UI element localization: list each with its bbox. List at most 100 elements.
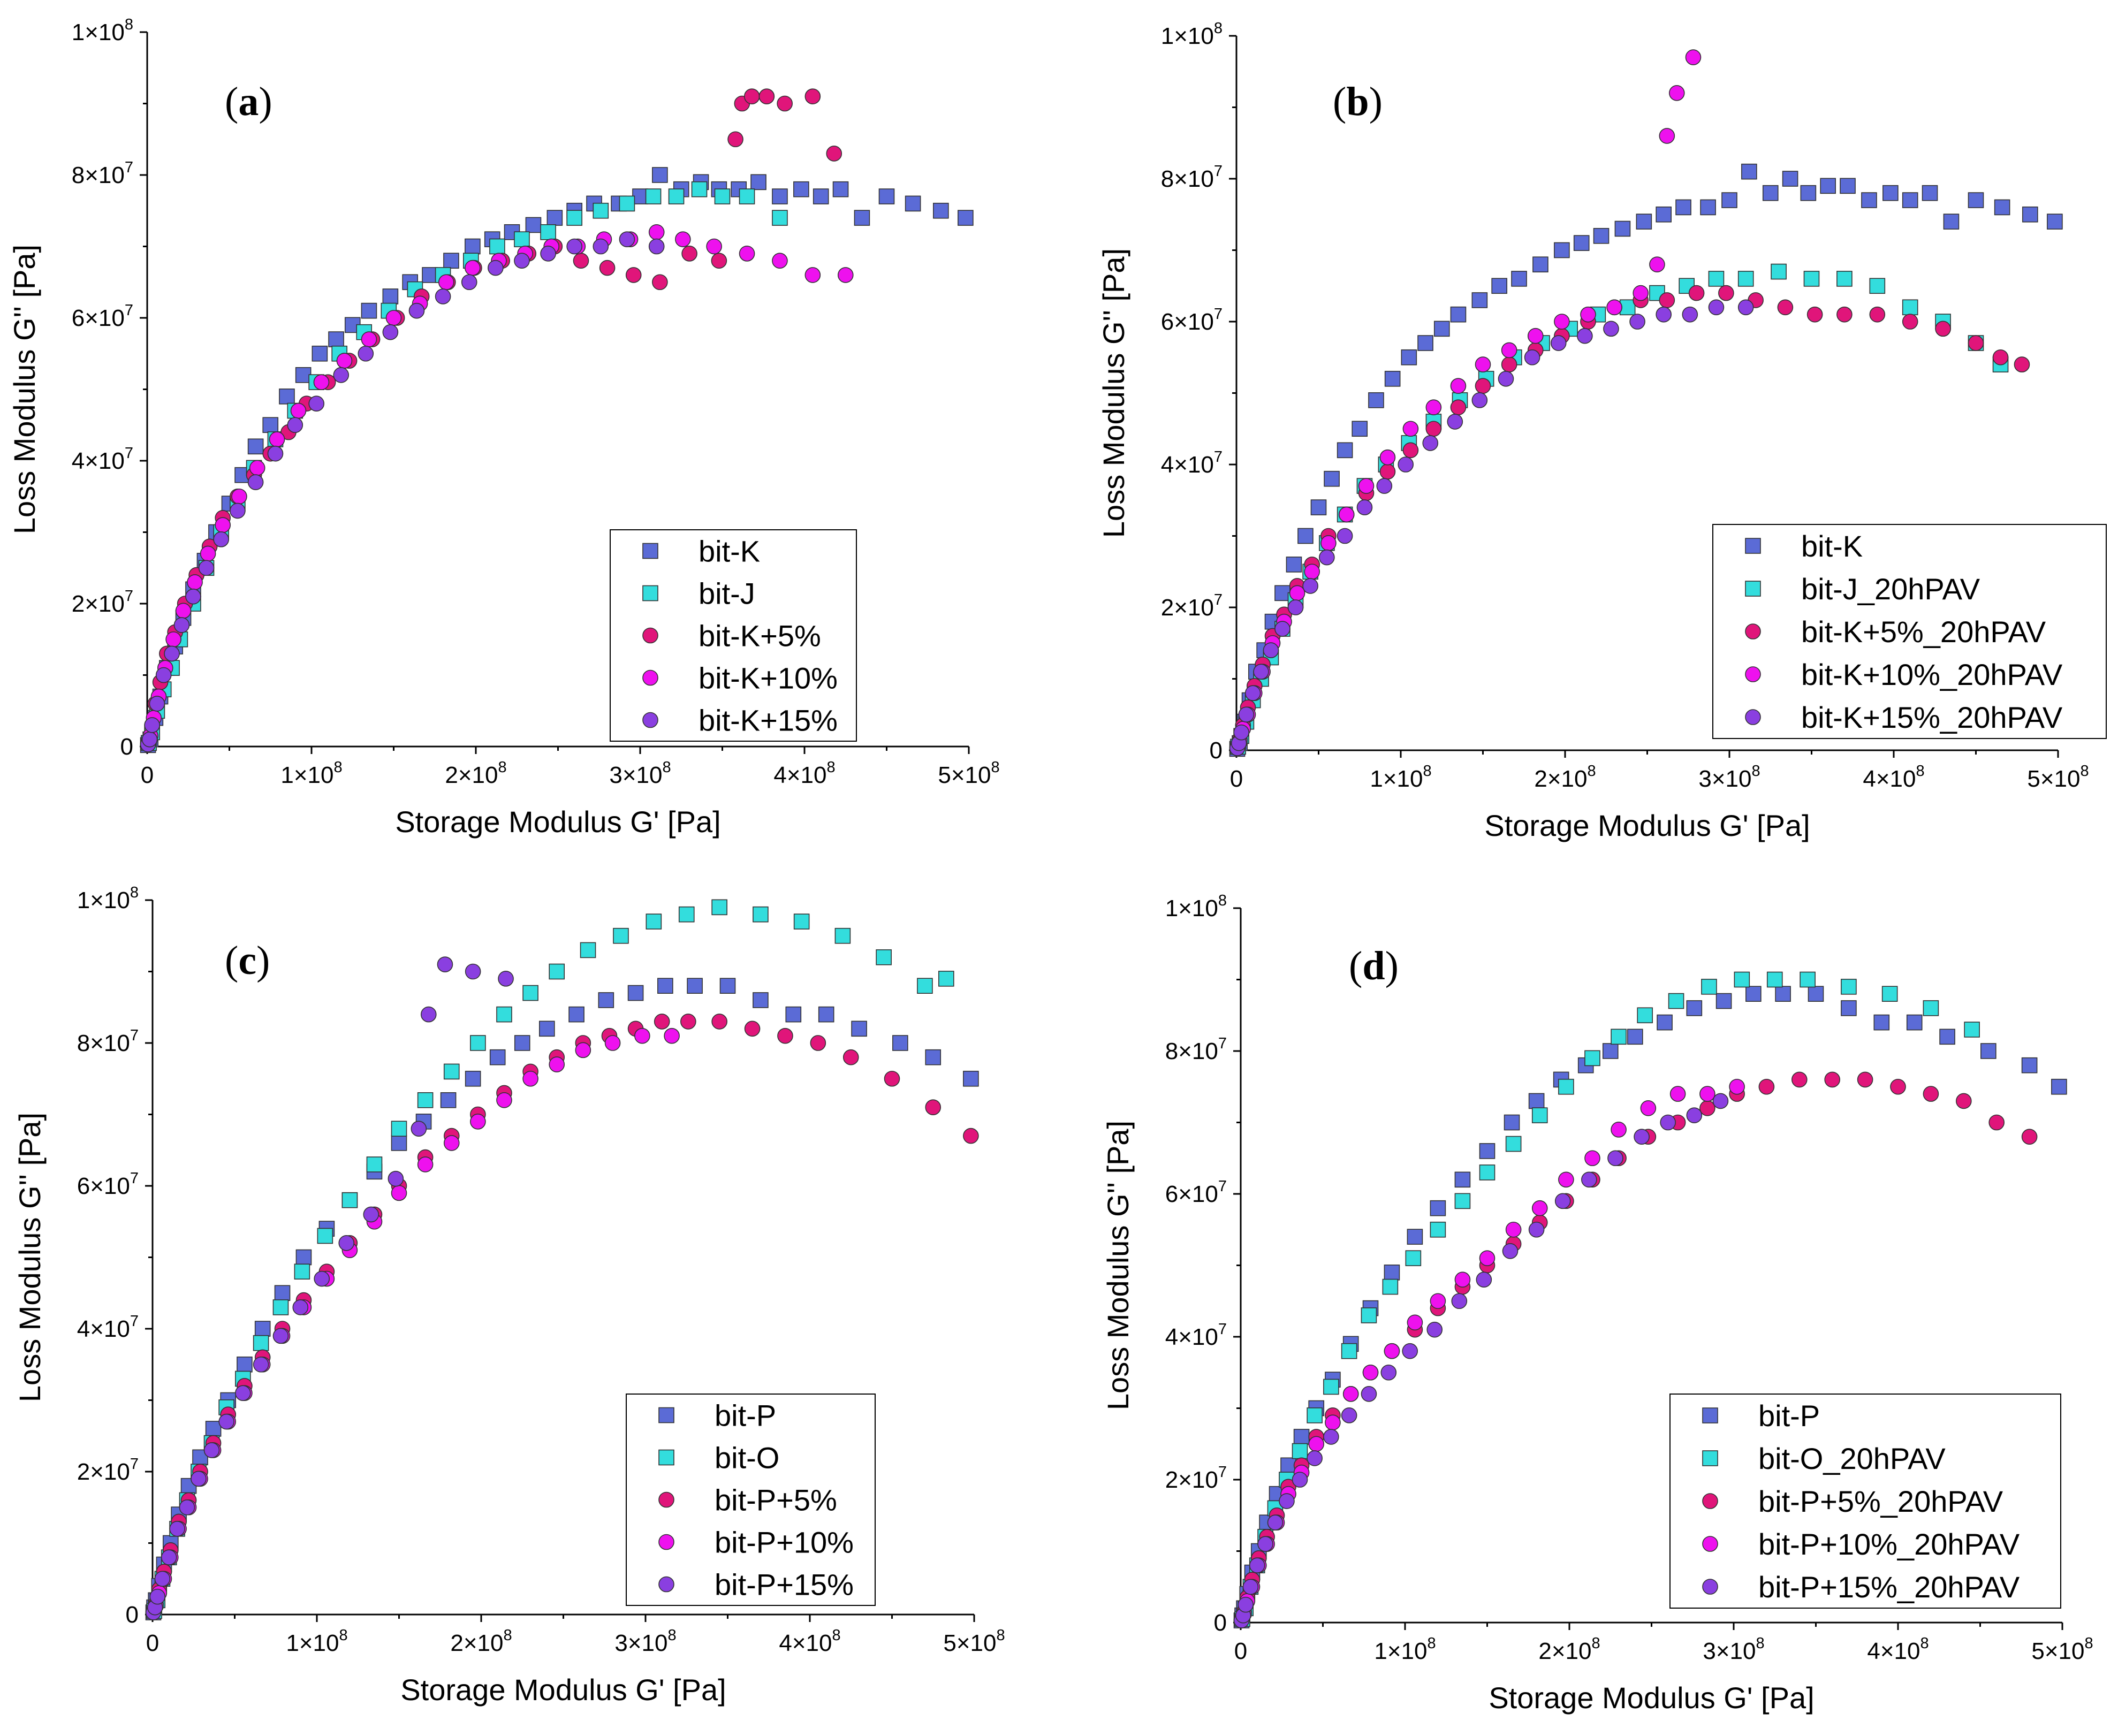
- data-point: [654, 1014, 670, 1030]
- series-bit-P+10%_20hPAV: [1233, 1078, 1745, 1628]
- data-point: [253, 1356, 269, 1373]
- legend-marker: [658, 1534, 674, 1550]
- data-point: [1504, 1114, 1520, 1131]
- legend-entry: bit-O_20hPAV: [1758, 1442, 1946, 1475]
- data-point: [1384, 1265, 1400, 1281]
- data-point: [1274, 585, 1290, 601]
- data-point: [1279, 1493, 1295, 1509]
- data-point: [1380, 1364, 1397, 1381]
- data-point: [154, 1571, 171, 1587]
- data-point: [1501, 342, 1517, 359]
- data-point: [295, 367, 312, 383]
- legend-entry: bit-P+15%: [715, 1568, 854, 1602]
- data-point: [632, 188, 648, 204]
- data-point: [2051, 1078, 2067, 1095]
- data-point: [1659, 128, 1675, 144]
- data-point: [1287, 599, 1304, 615]
- x-tick-label: 5×108: [2031, 1635, 2093, 1664]
- data-point: [169, 1521, 185, 1537]
- data-point: [878, 188, 895, 204]
- x-axis-title: Storage Modulus G' [Pa]: [395, 805, 720, 839]
- y-tick-label: 2×107: [1161, 591, 1223, 621]
- data-point: [1402, 442, 1419, 459]
- data-point: [1701, 979, 1717, 995]
- data-point: [657, 978, 673, 994]
- data-point: [522, 1070, 538, 1087]
- data-point: [366, 1156, 383, 1172]
- data-point: [1656, 306, 1672, 323]
- data-point: [1451, 1293, 1468, 1309]
- data-point: [1741, 163, 1757, 180]
- x-tick-label: 0: [1230, 766, 1243, 792]
- data-point: [417, 1156, 434, 1172]
- legend-marker: [1702, 1407, 1718, 1423]
- data-point: [1806, 306, 1823, 323]
- x-tick-label: 4×108: [1867, 1635, 1929, 1664]
- data-point: [1800, 971, 1816, 988]
- data-point: [1686, 1107, 1703, 1123]
- data-point: [1766, 971, 1783, 988]
- data-point: [437, 956, 453, 972]
- legend-entry: bit-K+10%_20hPAV: [1801, 658, 2063, 691]
- data-point: [498, 971, 514, 987]
- legend-marker: [1745, 538, 1761, 554]
- data-point: [1857, 1071, 1873, 1088]
- panel-b: 0 1×108 2×108 3×108 4×108 5×108 0 2×107 4×107 6×1…: [1097, 20, 2107, 842]
- data-point: [549, 1056, 565, 1072]
- data-point: [743, 88, 760, 104]
- legend: bit-P bit-O bit-P+5% bit-P+10% bit-P+15%: [626, 1394, 876, 1606]
- data-point: [1531, 1107, 1548, 1123]
- data-point: [1808, 986, 1824, 1002]
- data-point: [1640, 1100, 1657, 1116]
- data-point: [1430, 1200, 1446, 1216]
- data-point: [938, 971, 954, 987]
- data-point: [963, 1070, 979, 1087]
- data-point: [1581, 1171, 1597, 1188]
- legend-entry: bit-K+10%: [699, 661, 838, 695]
- y-axis-title: Loss Modulus G'' [Pa]: [7, 245, 41, 534]
- y-tick-label: 8×107: [1165, 1035, 1227, 1064]
- data-point: [2021, 1057, 2038, 1073]
- legend-marker: [1702, 1579, 1718, 1595]
- data-point: [317, 1228, 333, 1244]
- data-point: [1307, 1407, 1323, 1423]
- data-point: [834, 927, 851, 944]
- legend-marker: [1702, 1536, 1718, 1552]
- data-point: [604, 1035, 621, 1051]
- x-tick-label: 0: [141, 762, 154, 788]
- data-point: [1307, 1450, 1323, 1466]
- data-point: [1479, 1164, 1495, 1181]
- legend-entry: bit-K: [699, 535, 760, 568]
- legend-entry: bit-K+5%_20hPAV: [1801, 615, 2046, 649]
- x-tick-label: 1×108: [286, 1627, 347, 1656]
- data-point: [292, 1299, 309, 1315]
- data-point: [341, 1192, 358, 1208]
- y-tick-label: 0: [120, 734, 133, 760]
- data-point: [1906, 1014, 1923, 1031]
- data-point: [1454, 1193, 1471, 1209]
- data-point: [1593, 227, 1610, 244]
- data-point: [522, 985, 538, 1001]
- y-tick-label: 0: [1210, 737, 1223, 764]
- data-point: [1361, 1386, 1377, 1402]
- data-point: [149, 1588, 166, 1605]
- data-point: [1820, 178, 1836, 194]
- data-point: [2014, 356, 2030, 372]
- data-point: [540, 224, 556, 240]
- data-point: [1426, 1321, 1443, 1338]
- data-point: [262, 417, 279, 433]
- data-point: [1342, 1386, 1359, 1402]
- y-tick-label: 6×107: [1165, 1178, 1227, 1207]
- data-point: [1304, 564, 1320, 580]
- x-axis-title: Storage Modulus G' [Pa]: [1484, 809, 1810, 842]
- y-tick-label: 8×107: [77, 1027, 139, 1056]
- data-point: [1824, 1071, 1840, 1088]
- data-point: [213, 531, 229, 547]
- data-point: [1401, 349, 1417, 366]
- data-point: [470, 1035, 486, 1051]
- data-point: [1476, 1271, 1492, 1288]
- data-point: [488, 260, 504, 276]
- data-point: [279, 389, 295, 405]
- data-point: [826, 146, 842, 162]
